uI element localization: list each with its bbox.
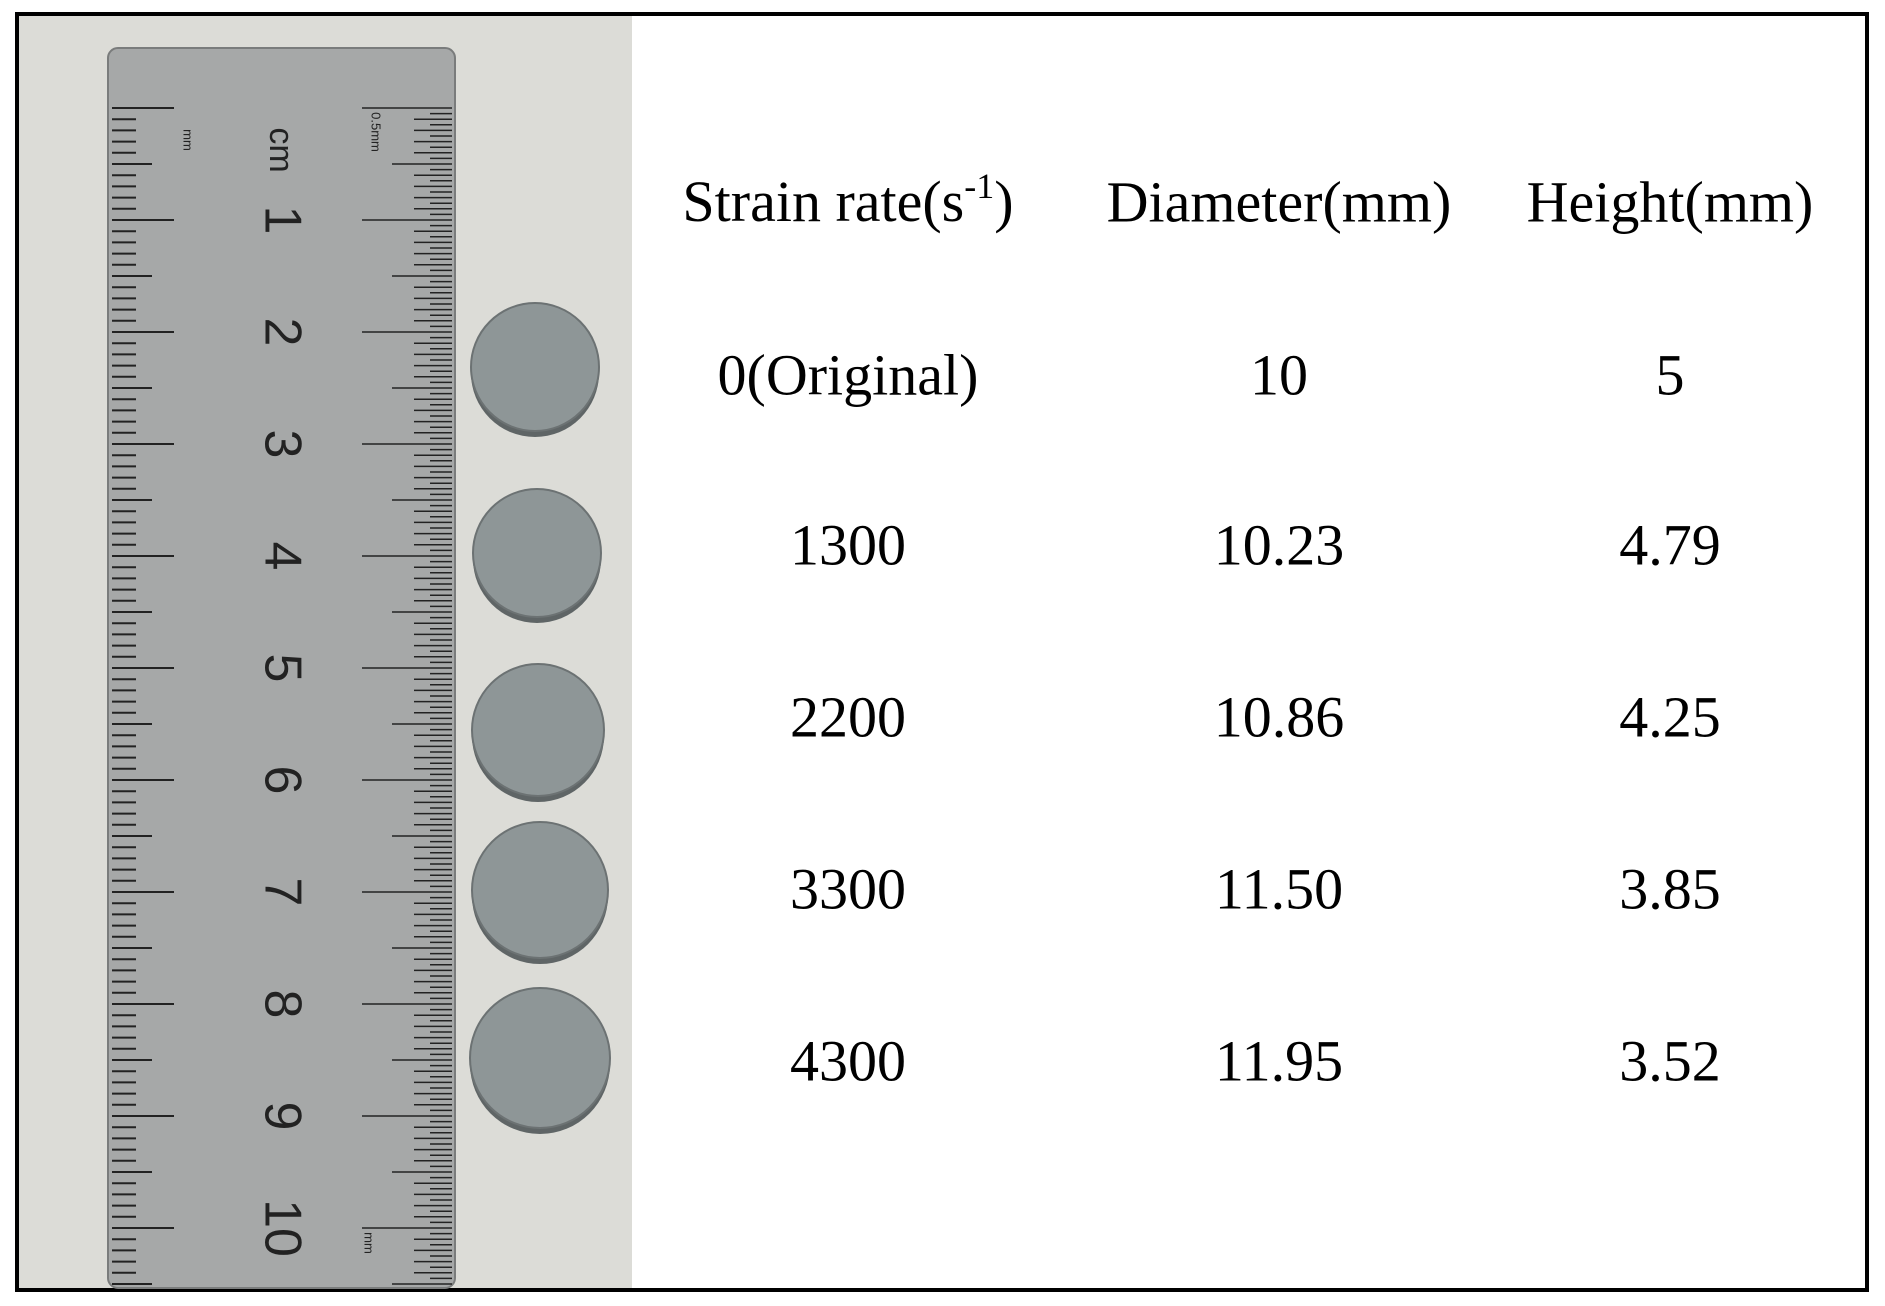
header-cell: Strain rate(s-1) — [682, 166, 1013, 234]
ruler-number: 1 — [253, 206, 311, 235]
ruler — [107, 47, 456, 1289]
ruler-number: 7 — [253, 878, 311, 907]
sample-disk — [469, 987, 611, 1129]
table-cell: 10 — [1250, 342, 1308, 407]
sample-disk — [472, 488, 602, 618]
header-text: ) — [994, 169, 1013, 234]
table-cell: 3300 — [790, 856, 906, 921]
ruler-number: 6 — [253, 766, 311, 795]
sample-disk — [471, 821, 609, 959]
table-cell: 10.86 — [1214, 684, 1345, 749]
table: Strain rate(s-1) Diameter(mm) Height(mm)… — [682, 166, 1813, 1093]
header-cell: Height(mm) — [1527, 169, 1814, 234]
ruler-number: 10 — [253, 1199, 311, 1257]
table-cell: 1300 — [790, 512, 906, 577]
ruler-number: 8 — [253, 990, 311, 1019]
ruler-number: 5 — [253, 654, 311, 683]
table-cell: 11.50 — [1215, 856, 1343, 921]
ruler-mm-label: mm — [362, 1232, 377, 1254]
table-cell: 3.52 — [1619, 1028, 1721, 1093]
header-text: Strain rate(s — [682, 169, 964, 234]
header-cell: Diameter(mm) — [1107, 169, 1452, 234]
ruler-number: 3 — [253, 430, 311, 459]
ruler-ticks — [112, 107, 452, 1285]
table-cell: 0(Original) — [718, 342, 979, 407]
samples — [469, 302, 611, 1134]
ruler-number: 9 — [253, 1102, 311, 1131]
table-cell: 4.79 — [1619, 512, 1721, 577]
table-cell: 11.95 — [1215, 1028, 1343, 1093]
ruler-half-label: 0.5mm — [369, 112, 384, 152]
ruler-number: 4 — [253, 542, 311, 571]
ruler-mm-label: mm — [181, 129, 196, 151]
table-cell: 4.25 — [1619, 684, 1721, 749]
header-superscript: -1 — [964, 166, 994, 206]
ruler-number: 2 — [253, 318, 311, 347]
table-cell: 2200 — [790, 684, 906, 749]
table-cell: 4300 — [790, 1028, 906, 1093]
table-cell: 10.23 — [1214, 512, 1345, 577]
sample-disk — [470, 302, 600, 432]
table-cell: 3.85 — [1619, 856, 1721, 921]
table-cell: 5 — [1656, 342, 1685, 407]
ruler-unit: cm — [262, 127, 300, 172]
sample-disk — [471, 663, 605, 797]
